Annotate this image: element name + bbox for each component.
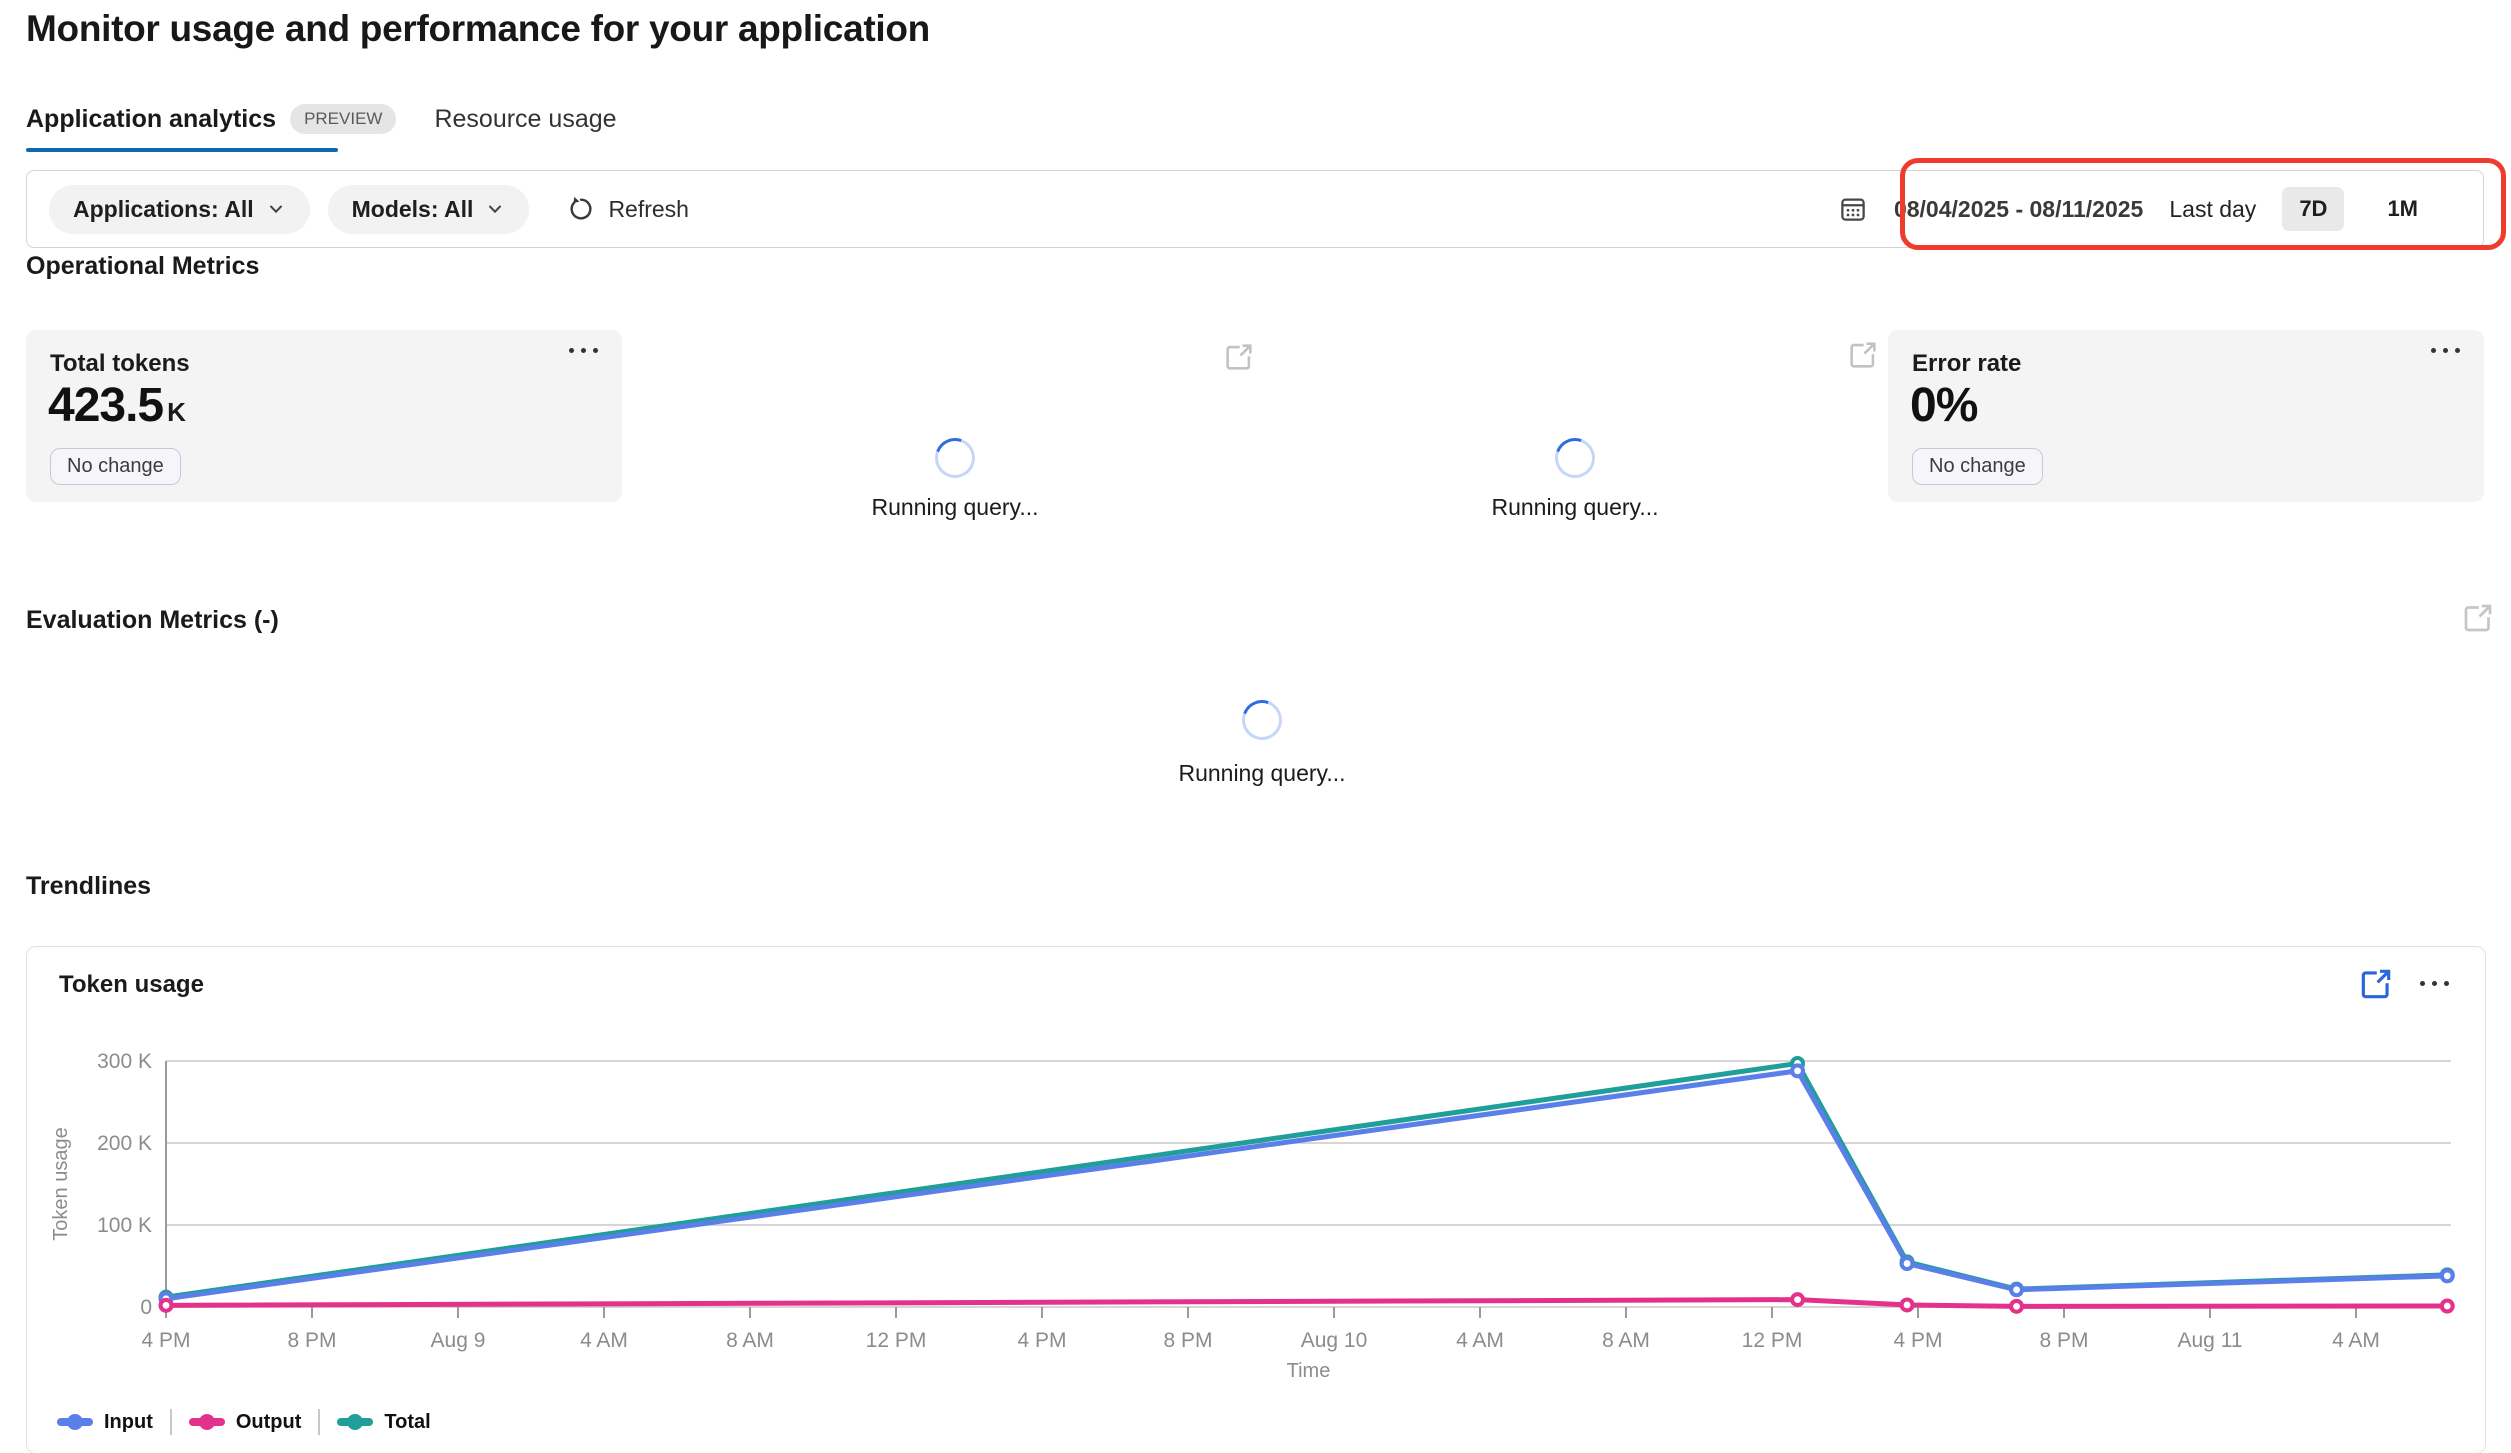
legend-marker-icon xyxy=(188,1414,225,1430)
total-tokens-more-menu[interactable] xyxy=(563,342,604,359)
total-tokens-unit: K xyxy=(167,397,186,427)
loading-spinner xyxy=(1548,431,1602,485)
active-tab-underline xyxy=(26,148,338,152)
running-query-status: Running query... xyxy=(1491,494,1659,520)
token-usage-chart[interactable]: 0 100 K 200 K 300 K 4 PM 8 PM Aug 9 4 AM 8 AM 12 … xyxy=(37,1031,2477,1391)
svg-text:Aug 11: Aug 11 xyxy=(2178,1329,2243,1352)
svg-text:4 PM: 4 PM xyxy=(141,1329,190,1352)
error-rate-card: Error rate 0% No change xyxy=(1888,330,2484,502)
models-filter-label: Models: All xyxy=(351,195,474,222)
svg-text:4 AM: 4 AM xyxy=(1456,1329,1504,1352)
svg-text:Token usage: Token usage xyxy=(50,1127,72,1240)
applications-filter-label: Applications: All xyxy=(73,195,254,222)
error-rate-more-menu[interactable] xyxy=(2425,342,2466,359)
svg-text:8 PM: 8 PM xyxy=(287,1329,336,1352)
tab-application-analytics[interactable]: Application analytics PREVIEW xyxy=(26,104,397,134)
token-usage-title: Token usage xyxy=(59,971,204,998)
svg-text:4 PM: 4 PM xyxy=(1017,1329,1066,1352)
svg-text:0: 0 xyxy=(140,1296,152,1319)
total-tokens-title: Total tokens xyxy=(50,350,190,377)
refresh-label: Refresh xyxy=(608,195,689,222)
page-title: Monitor usage and performance for your a… xyxy=(26,8,930,49)
loading-spinner xyxy=(928,431,982,485)
legend-label: Total xyxy=(384,1410,431,1433)
refresh-icon xyxy=(570,196,592,220)
calendar-icon xyxy=(1841,198,1865,221)
legend-label: Input xyxy=(104,1410,153,1433)
open-in-new-window-icon[interactable] xyxy=(2357,965,2395,1003)
refresh-button[interactable]: Refresh xyxy=(567,195,689,223)
token-usage-chart-card: Token usage 0 100 K 200 K 300 K 4 PM 8 PM Aug … xyxy=(26,946,2486,1453)
total-tokens-value: 423.5 xyxy=(48,379,164,432)
trendlines-heading: Trendlines xyxy=(26,872,152,900)
running-query-status: Running query... xyxy=(1178,760,1346,786)
legend-label: Output xyxy=(235,1410,302,1433)
last-day-option[interactable]: Last day xyxy=(2169,195,2257,222)
tab-application-analytics-label: Application analytics xyxy=(26,104,277,133)
svg-text:12 PM: 12 PM xyxy=(1742,1329,1803,1352)
legend-separator xyxy=(169,1409,172,1435)
date-range-value[interactable]: 08/04/2025 - 08/11/2025 xyxy=(1893,195,2144,222)
loading-card-2: Running query... xyxy=(1268,330,1876,520)
running-query-status: Running query... xyxy=(871,494,1039,520)
legend-marker-icon xyxy=(337,1414,374,1430)
evaluation-metrics-heading: Evaluation Metrics (-) xyxy=(26,606,279,634)
filter-bar: Applications: All Models: All Refresh xyxy=(26,170,2484,248)
chevron-down-icon xyxy=(489,205,502,214)
legend-item-total[interactable]: Total xyxy=(337,1410,431,1434)
chevron-down-icon xyxy=(269,205,282,214)
error-rate-value: 0% xyxy=(1910,379,1978,432)
open-in-new-window-icon[interactable] xyxy=(1846,338,1880,372)
svg-text:12 PM: 12 PM xyxy=(866,1329,927,1352)
svg-text:100 K: 100 K xyxy=(97,1214,152,1237)
svg-text:4 AM: 4 AM xyxy=(2332,1329,2380,1352)
svg-text:Time: Time xyxy=(1287,1360,1331,1382)
svg-text:4 AM: 4 AM xyxy=(580,1329,628,1352)
legend-marker-icon xyxy=(57,1414,93,1430)
loading-card-1: Running query... xyxy=(647,330,1252,520)
one-month-option[interactable]: 1M xyxy=(2387,196,2418,221)
legend-item-input[interactable]: Input xyxy=(57,1411,153,1434)
models-filter-dropdown[interactable]: Models: All xyxy=(327,184,530,234)
svg-text:8 PM: 8 PM xyxy=(2039,1329,2088,1352)
token-usage-more-menu[interactable] xyxy=(2414,975,2455,992)
total-tokens-card: Total tokens 423.5 K No change xyxy=(26,330,622,502)
preview-badge: PREVIEW xyxy=(290,104,397,134)
error-rate-title: Error rate xyxy=(1912,350,2022,377)
error-rate-change-badge: No change xyxy=(1912,448,2043,485)
applications-filter-dropdown[interactable]: Applications: All xyxy=(49,184,310,234)
svg-text:8 AM: 8 AM xyxy=(726,1329,774,1352)
legend-item-output[interactable]: Output xyxy=(188,1410,302,1434)
tab-resource-usage[interactable]: Resource usage xyxy=(434,104,617,133)
chart-legend: Input Output Total xyxy=(57,1409,431,1435)
svg-text:300 K: 300 K xyxy=(97,1050,152,1073)
svg-text:Aug 9: Aug 9 xyxy=(431,1329,486,1352)
svg-text:8 PM: 8 PM xyxy=(1163,1329,1212,1352)
svg-text:8 AM: 8 AM xyxy=(1602,1329,1650,1352)
open-in-new-window-icon[interactable] xyxy=(1222,340,1256,374)
seven-day-option[interactable]: 7D xyxy=(2282,187,2345,231)
legend-separator xyxy=(318,1409,321,1435)
operational-metrics-heading: Operational Metrics xyxy=(26,252,260,280)
svg-text:200 K: 200 K xyxy=(97,1132,152,1155)
svg-text:4 PM: 4 PM xyxy=(1893,1329,1942,1352)
total-tokens-change-badge: No change xyxy=(50,448,181,485)
svg-text:Aug 10: Aug 10 xyxy=(1301,1329,1368,1352)
loading-spinner xyxy=(1235,693,1289,747)
open-in-new-window-icon[interactable] xyxy=(2460,600,2496,636)
